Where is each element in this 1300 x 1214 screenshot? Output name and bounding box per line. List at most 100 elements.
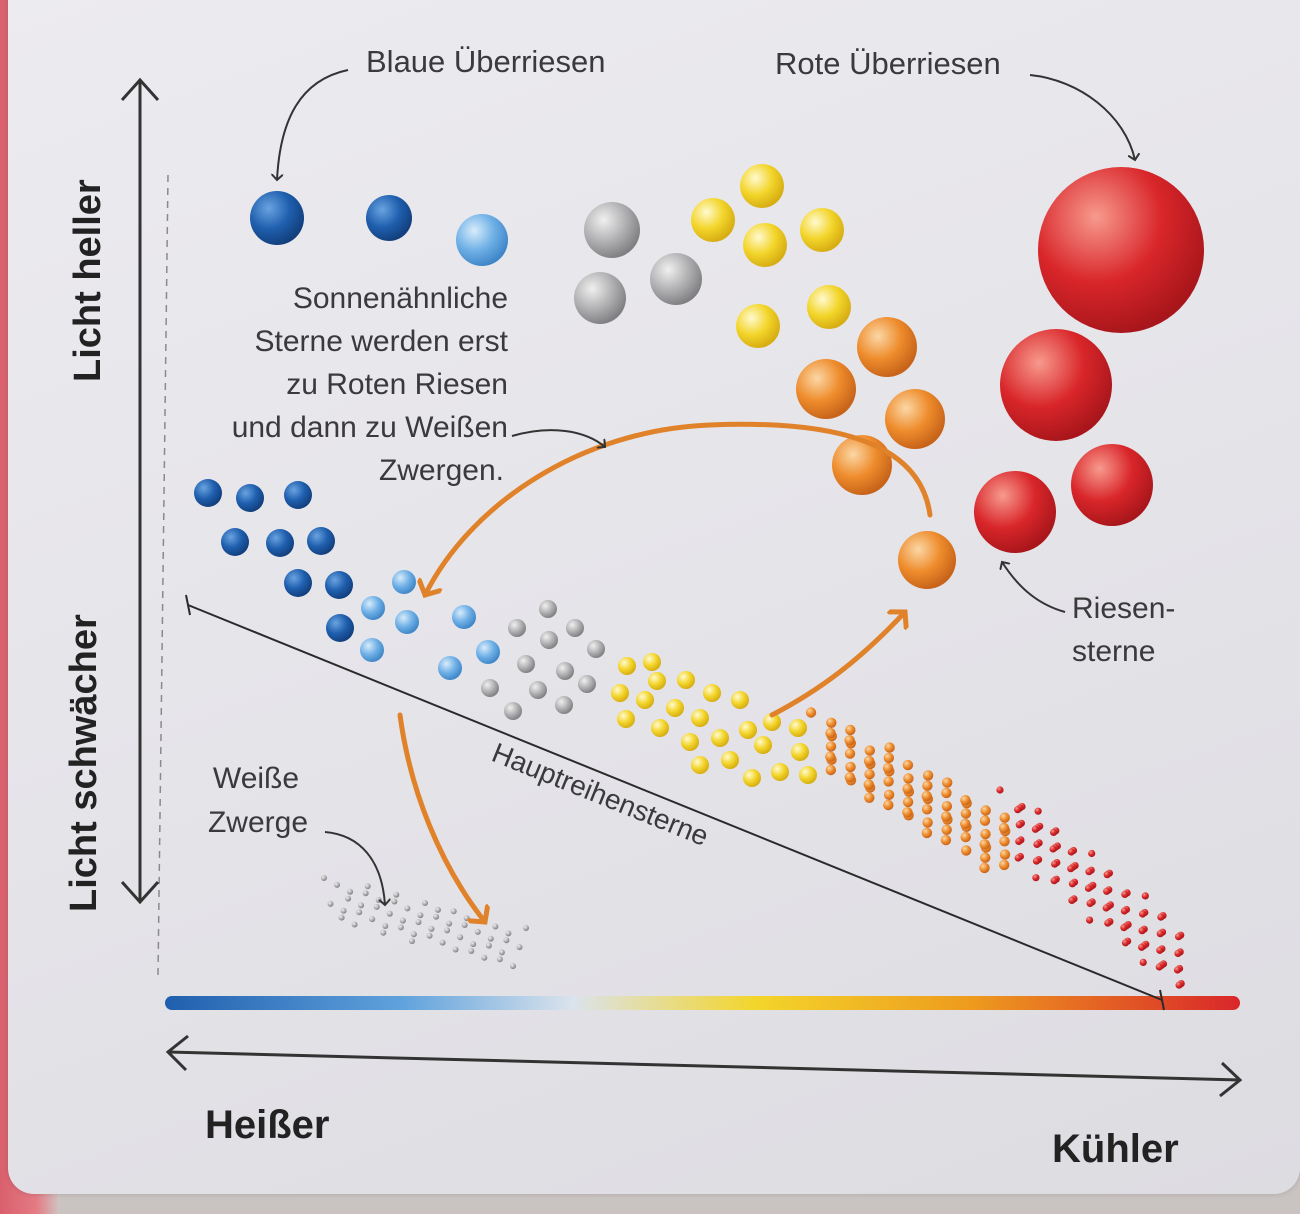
main-sequence-star (791, 743, 809, 761)
main-sequence-star (556, 662, 574, 680)
main-sequence-star (825, 751, 836, 762)
main-sequence-star (326, 614, 354, 642)
arrow-to-red-giant (769, 612, 905, 718)
white-dwarf-star (373, 903, 380, 910)
main-sequence-star (921, 827, 933, 839)
main-sequence-star (1139, 910, 1147, 918)
main-sequence-star (1032, 874, 1040, 882)
main-sequence-star (529, 681, 547, 699)
main-sequence-star (999, 836, 1010, 847)
main-sequence-star (739, 721, 757, 739)
main-sequence-star (960, 818, 971, 829)
main-sequence-star (1103, 887, 1111, 895)
main-sequence-star (883, 799, 894, 811)
main-sequence-star (1121, 890, 1129, 899)
main-sequence-star (648, 672, 666, 690)
main-sequence-star (1067, 848, 1075, 856)
main-sequence-star (805, 707, 817, 718)
giant-star (1038, 167, 1204, 333)
white-dwarf-star (386, 910, 393, 917)
main-sequence-star (392, 570, 416, 594)
main-sequence-star (902, 807, 913, 818)
white-dwarf-star (468, 948, 475, 954)
white-dwarf-star (382, 923, 389, 929)
main-sequence-star (882, 762, 894, 774)
main-sequence-star (979, 862, 990, 874)
main-sequence-star (1156, 930, 1164, 938)
main-sequence-star (721, 751, 739, 769)
white-dwarf-star (452, 946, 459, 953)
main-sequence-star (844, 772, 855, 783)
main-sequence-star (1031, 825, 1039, 833)
white-dwarf-star (470, 941, 477, 948)
main-sequence-star (980, 805, 991, 816)
main-sequence-star (636, 691, 654, 709)
white-dwarf-star (404, 905, 411, 912)
giant-star (736, 304, 780, 348)
main-sequence-star (540, 631, 558, 649)
white-dwarf-star (351, 921, 358, 928)
white-dwarf-star (397, 924, 404, 931)
label-giants-line-1: Riesen- (1072, 592, 1175, 625)
main-sequence-star (864, 745, 875, 756)
main-sequence-star (902, 759, 914, 771)
main-sequence-star (651, 719, 669, 737)
main-sequence-star (864, 792, 875, 803)
main-sequence-star (979, 839, 990, 850)
main-sequence-star (307, 527, 335, 555)
main-sequence-star (1175, 981, 1183, 989)
white-dwarf-star (496, 956, 503, 963)
white-dwarf-star (393, 891, 400, 898)
white-dwarf-star (362, 890, 369, 897)
main-sequence-star (1068, 880, 1076, 888)
main-sequence-star (1102, 904, 1110, 912)
annotation-arrows (277, 69, 1135, 905)
main-sequence-star (1175, 933, 1183, 941)
white-dwarf-star (450, 908, 457, 915)
white-dwarf-star (380, 929, 387, 936)
arrow-down-to-dwarfs (397, 712, 485, 922)
temperature-axis-arrow (165, 1034, 1243, 1098)
evolution-arrows (397, 421, 933, 922)
main-sequence-star (504, 702, 522, 720)
main-sequence-star (921, 804, 933, 815)
white-dwarf-star (364, 883, 371, 890)
main-sequence-star (902, 796, 914, 808)
white-dwarf-star (410, 931, 417, 938)
giant-star (584, 202, 640, 258)
main-sequence-star (1049, 845, 1057, 853)
label-giants-line-2: sterne (1072, 635, 1155, 668)
white-dwarf-star (340, 907, 347, 914)
white-dwarf-star (347, 888, 354, 895)
main-sequence-star (844, 735, 855, 746)
giant-star (1071, 444, 1153, 526)
main-sequence-star (942, 777, 953, 788)
giant-star (898, 531, 956, 589)
main-sequence-star (799, 766, 817, 784)
main-sequence-star (1034, 807, 1042, 815)
giant-star (800, 208, 844, 252)
main-sequence-star (940, 834, 952, 846)
main-sequence-star (1050, 877, 1058, 885)
main-sequence-star (539, 600, 557, 618)
main-sequence-star (681, 733, 699, 751)
white-dwarf-star (338, 914, 345, 921)
main-sequence-star (996, 786, 1004, 794)
white-dwarf-star (446, 920, 453, 927)
main-sequence-star (999, 812, 1010, 823)
white-dwarf-star (463, 915, 470, 922)
white-dwarf-star (399, 917, 406, 924)
main-sequence-star (555, 696, 573, 714)
main-sequence-star (517, 655, 535, 673)
white-dwarf-star (481, 954, 488, 961)
main-sequence-star (941, 811, 952, 822)
label-giants: Riesen- sterne (1072, 592, 1175, 668)
pointer-red-supergiant (1029, 74, 1135, 160)
main-sequence-star (979, 815, 991, 826)
main-sequence-star (883, 776, 894, 787)
label-white-dwarfs-line-1: Weiße (213, 762, 299, 795)
white-dwarf-star (422, 900, 428, 906)
white-dwarf-star (327, 900, 334, 907)
main-sequence-star (922, 817, 933, 828)
